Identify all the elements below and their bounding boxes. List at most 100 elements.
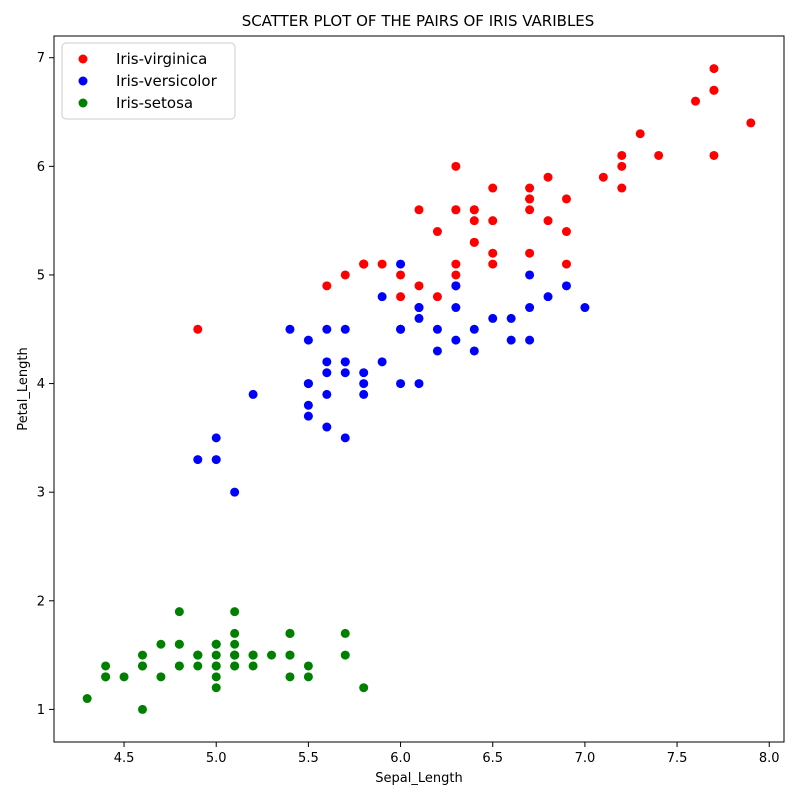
y-tick-label: 6 bbox=[37, 160, 45, 175]
legend: Iris-virginica Iris-versicolor Iris-setosa bbox=[61, 42, 236, 120]
x-tick-label: 8.0 bbox=[759, 751, 780, 766]
scatter-point bbox=[340, 368, 350, 378]
scatter-point bbox=[414, 313, 424, 323]
x-tick-label: 4.5 bbox=[114, 751, 135, 766]
scatter-point bbox=[248, 650, 258, 660]
scatter-point bbox=[543, 216, 553, 226]
scatter-point bbox=[488, 313, 498, 323]
scatter-point bbox=[432, 324, 442, 334]
scatter-point bbox=[543, 292, 553, 302]
scatter-point bbox=[451, 161, 461, 171]
scatter-point bbox=[451, 303, 461, 313]
scatter-point bbox=[322, 389, 332, 399]
scatter-point bbox=[322, 357, 332, 367]
scatter-point bbox=[211, 639, 221, 649]
scatter-point bbox=[432, 227, 442, 237]
x-axis: 4.5 5.0 5.5 6.0 6.5 7.0 7.5 8.0 bbox=[114, 742, 780, 766]
x-tick-label: 7.0 bbox=[575, 751, 596, 766]
scatter-point bbox=[303, 400, 313, 410]
y-tick-label: 5 bbox=[37, 268, 45, 283]
scatter-point bbox=[414, 205, 424, 215]
scatter-point bbox=[285, 324, 295, 334]
scatter-point bbox=[709, 64, 719, 74]
scatter-point bbox=[598, 172, 608, 182]
scatter-point bbox=[635, 129, 645, 139]
scatter-point bbox=[469, 237, 479, 247]
scatter-point bbox=[248, 389, 258, 399]
x-axis-label: Sepal_Length bbox=[375, 771, 462, 786]
scatter-point bbox=[359, 389, 369, 399]
scatter-point bbox=[230, 661, 240, 671]
scatter-point bbox=[561, 227, 571, 237]
scatter-point bbox=[525, 270, 535, 280]
scatter-point bbox=[469, 216, 479, 226]
scatter-point bbox=[211, 455, 221, 465]
scatter-point bbox=[340, 628, 350, 638]
scatter-point bbox=[451, 281, 461, 291]
scatter-point bbox=[488, 216, 498, 226]
y-tick-label: 2 bbox=[37, 594, 45, 609]
scatter-point bbox=[377, 259, 387, 269]
scatter-point bbox=[396, 379, 406, 389]
scatter-point bbox=[137, 661, 147, 671]
legend-marker bbox=[78, 76, 88, 86]
scatter-point bbox=[230, 487, 240, 497]
legend-label: Iris-setosa bbox=[116, 94, 193, 112]
scatter-point bbox=[156, 639, 166, 649]
scatter-point bbox=[303, 411, 313, 421]
scatter-point bbox=[506, 313, 516, 323]
scatter-point bbox=[156, 672, 166, 682]
scatter-point bbox=[174, 661, 184, 671]
scatter-point bbox=[359, 683, 369, 693]
scatter-point bbox=[451, 335, 461, 345]
y-axis-label: Petal_Length bbox=[16, 347, 31, 430]
y-tick-label: 7 bbox=[37, 51, 45, 66]
y-axis: 1 2 3 4 5 6 7 bbox=[37, 51, 54, 718]
scatter-point bbox=[101, 672, 111, 682]
scatter-point bbox=[396, 270, 406, 280]
y-tick-label: 4 bbox=[37, 377, 45, 392]
scatter-point bbox=[451, 270, 461, 280]
scatter-point bbox=[561, 194, 571, 204]
scatter-point bbox=[525, 303, 535, 313]
scatter-point bbox=[432, 346, 442, 356]
scatter-point bbox=[211, 650, 221, 660]
scatter-point bbox=[414, 379, 424, 389]
scatter-point bbox=[101, 661, 111, 671]
plot-frame bbox=[53, 35, 785, 743]
scatter-point bbox=[137, 650, 147, 660]
scatter-point bbox=[174, 607, 184, 617]
scatter-point bbox=[193, 455, 203, 465]
scatter-point bbox=[488, 248, 498, 258]
scatter-point bbox=[303, 335, 313, 345]
scatter-point bbox=[580, 303, 590, 313]
scatter-point bbox=[211, 683, 221, 693]
scatter-point bbox=[396, 292, 406, 302]
scatter-point bbox=[174, 639, 184, 649]
scatter-point bbox=[322, 368, 332, 378]
scatter-point bbox=[303, 661, 313, 671]
scatter-point bbox=[193, 324, 203, 334]
scatter-point bbox=[561, 259, 571, 269]
scatter-point bbox=[211, 661, 221, 671]
y-tick-label: 3 bbox=[37, 486, 45, 501]
scatter-point bbox=[193, 650, 203, 660]
x-tick-label: 5.0 bbox=[206, 751, 227, 766]
scatter-point bbox=[654, 150, 664, 160]
scatter-point bbox=[340, 650, 350, 660]
scatter-point bbox=[414, 303, 424, 313]
scatter-point bbox=[340, 270, 350, 280]
scatter-point bbox=[525, 205, 535, 215]
x-tick-label: 7.5 bbox=[667, 751, 688, 766]
scatter-point bbox=[285, 628, 295, 638]
scatter-point bbox=[359, 259, 369, 269]
scatter-point bbox=[285, 650, 295, 660]
legend-label: Iris-versicolor bbox=[116, 72, 218, 90]
scatter-point bbox=[119, 672, 129, 682]
chart-title: SCATTER PLOT OF THE PAIRS OF IRIS VARIBL… bbox=[242, 12, 595, 30]
scatter-point bbox=[230, 628, 240, 638]
scatter-point bbox=[285, 672, 295, 682]
scatter-point bbox=[396, 324, 406, 334]
scatter-point bbox=[248, 661, 258, 671]
